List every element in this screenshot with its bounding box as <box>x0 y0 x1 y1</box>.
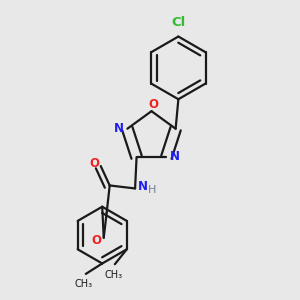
Text: N: N <box>138 181 148 194</box>
Text: N: N <box>114 122 124 135</box>
Text: O: O <box>148 98 158 111</box>
Text: N: N <box>170 150 180 163</box>
Text: Cl: Cl <box>171 16 185 29</box>
Text: CH₃: CH₃ <box>104 270 122 280</box>
Text: H: H <box>148 185 156 195</box>
Text: O: O <box>89 157 99 170</box>
Text: O: O <box>91 234 101 247</box>
Text: CH₃: CH₃ <box>74 279 92 289</box>
